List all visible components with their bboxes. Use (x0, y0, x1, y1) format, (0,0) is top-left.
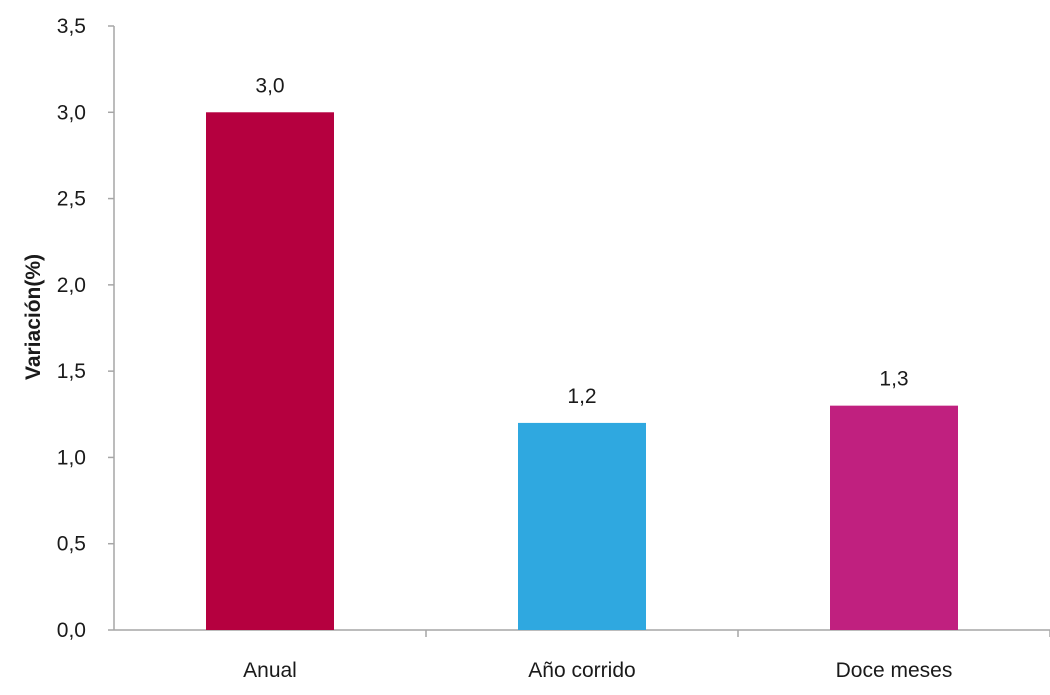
x-category-label: Año corrido (528, 659, 635, 682)
bar-2 (518, 422, 646, 630)
labels-layer: 3,0 Anual 1,2 Año corrido 1,3 Doce meses (243, 74, 952, 682)
x-category-label: Anual (243, 659, 297, 682)
y-tick-label: 0,5 (57, 533, 86, 556)
y-axis-title: Variación(%) (22, 254, 45, 380)
bar-3 (830, 405, 958, 630)
y-tick-label: 1,0 (57, 446, 86, 469)
y-tick-label: 0,0 (57, 619, 86, 642)
y-tick-label: 2,5 (57, 188, 86, 211)
y-axis-title-group: Variación(%) (22, 254, 45, 380)
y-tick-label: 3,5 (57, 15, 86, 38)
x-category-label: Doce meses (836, 659, 953, 682)
bars-layer (206, 112, 958, 631)
y-tick-label: 2,0 (57, 274, 86, 297)
y-tick-label: 1,5 (57, 360, 86, 383)
y-tick-label: 3,0 (57, 101, 86, 124)
data-label: 1,3 (879, 368, 908, 391)
data-label: 1,2 (567, 385, 596, 408)
data-label: 3,0 (255, 74, 284, 97)
bar-1 (206, 112, 334, 631)
